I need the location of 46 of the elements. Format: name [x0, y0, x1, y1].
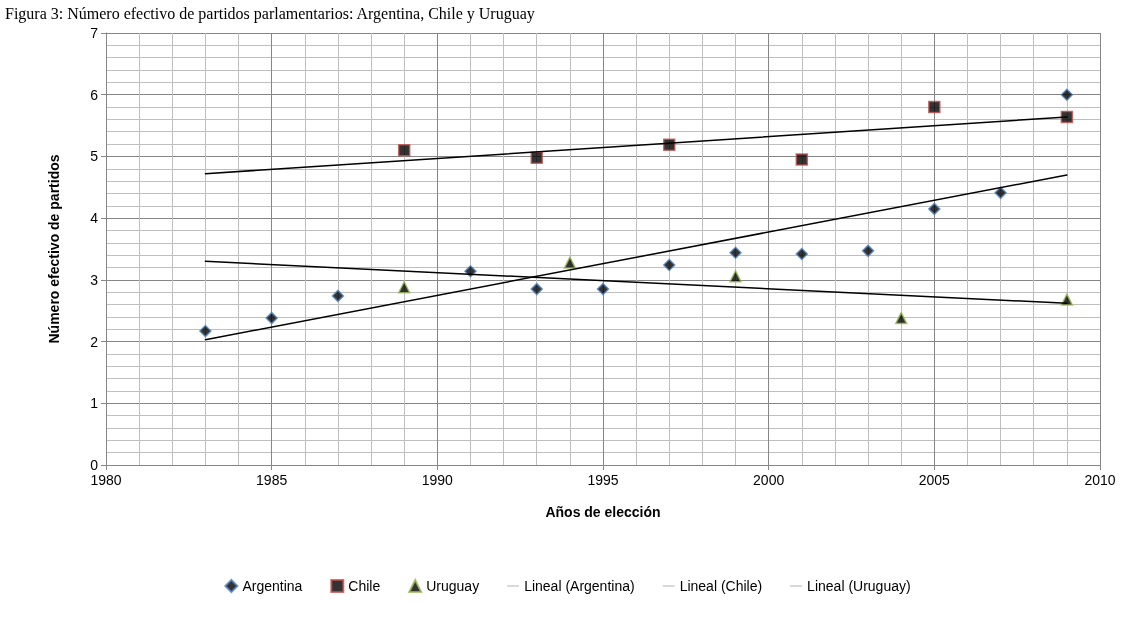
point: [397, 281, 411, 294]
x-tick-label: 1990: [421, 472, 454, 488]
x-tick-label: 1980: [90, 472, 122, 488]
point: [894, 311, 908, 325]
y-tick-label: 5: [90, 148, 99, 165]
point: [530, 282, 543, 296]
y-tick-label: 1: [90, 395, 99, 412]
y-tick-label: 4: [90, 210, 99, 227]
point: [928, 202, 941, 216]
y-tick-label: 3: [90, 271, 99, 288]
chart-title: Figura 3: Número efectivo de partidos parlamentarios: Argentina, Chile y Uruguay: [5, 4, 535, 23]
point: [1060, 293, 1074, 306]
x-tick-label: 2005: [918, 472, 951, 488]
y-axis-title: Número efectivo de partidos: [46, 154, 62, 344]
point: [663, 258, 676, 272]
x-axis-title: Años de elección: [545, 504, 661, 520]
legend-label: Lineal (Argentina): [524, 578, 635, 594]
point: [795, 247, 809, 261]
point: [928, 100, 941, 114]
x-tick-label: 2000: [753, 472, 785, 488]
legend-label: Lineal (Chile): [679, 578, 763, 594]
y-tick-label: 2: [90, 333, 99, 350]
point: [729, 246, 742, 259]
legend-label: Lineal (Uruguay): [807, 578, 911, 594]
point: [265, 311, 278, 325]
point: [530, 151, 543, 164]
y-tick-label: 0: [90, 457, 99, 473]
point: [861, 244, 875, 258]
point: [596, 282, 610, 296]
y-tick-label: 6: [90, 86, 99, 103]
x-tick-label: 2010: [1084, 472, 1116, 488]
point: [795, 153, 809, 166]
x-tick-label: 1995: [587, 472, 619, 488]
legend-label: Chile: [348, 578, 381, 594]
point: [994, 186, 1007, 200]
x-tick-label: 1985: [256, 472, 288, 488]
point: [397, 144, 411, 157]
y-tick-label: 7: [90, 25, 99, 41]
point: [729, 269, 742, 283]
legend-label: Uruguay: [426, 578, 480, 594]
point: [331, 289, 345, 303]
point: [199, 324, 212, 338]
legend-label: Argentina: [242, 578, 303, 594]
point: [663, 138, 676, 151]
point: [563, 256, 577, 269]
point: [1060, 88, 1074, 101]
